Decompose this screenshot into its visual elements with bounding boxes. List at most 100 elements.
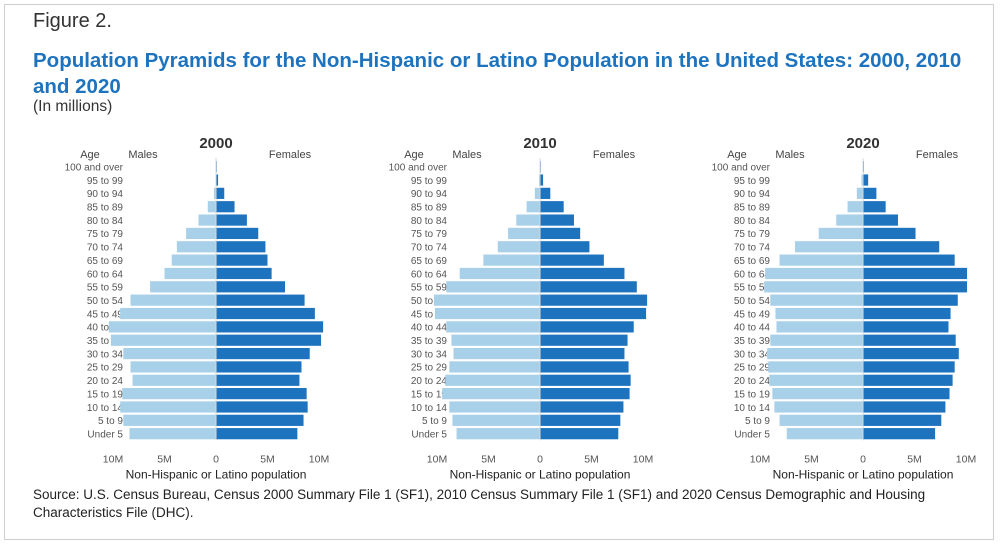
age-label: 15 to 19 xyxy=(87,389,124,400)
female-bar xyxy=(863,307,951,320)
male-bar xyxy=(779,414,863,426)
age-label: 45 to 49 xyxy=(87,309,124,320)
age-label: 70 to 74 xyxy=(87,243,124,254)
female-bar xyxy=(540,241,590,253)
female-bar xyxy=(540,401,624,413)
female-bar xyxy=(216,428,298,440)
age-label: 50 to 54 xyxy=(87,296,124,307)
females-label: Females xyxy=(593,149,636,161)
male-bar xyxy=(508,227,540,240)
male-bar xyxy=(769,374,863,386)
male-bar xyxy=(847,201,863,213)
female-bar xyxy=(540,361,629,373)
male-bar xyxy=(770,294,863,306)
age-label: 85 to 89 xyxy=(411,203,448,214)
age-label: 40 to 44 xyxy=(87,323,124,334)
female-bar xyxy=(863,227,916,240)
female-bar xyxy=(540,388,630,400)
female-bar xyxy=(216,227,259,240)
panel-title-2010: 2010 xyxy=(523,135,556,152)
figure-subtitle: (In millions) xyxy=(33,98,113,115)
male-bar xyxy=(772,388,863,400)
age-label: 30 to 34 xyxy=(87,349,124,360)
x-tick-label: 5M xyxy=(481,453,496,465)
age-label: 5 to 9 xyxy=(422,416,447,427)
male-bar xyxy=(186,227,216,240)
female-bar xyxy=(540,414,621,426)
age-label: 100 and over xyxy=(389,162,448,173)
female-bar xyxy=(863,347,959,360)
age-label: 30 to 34 xyxy=(411,349,448,360)
male-bar xyxy=(213,187,216,199)
age-label: 30 to 34 xyxy=(734,349,771,360)
female-bar xyxy=(216,174,219,186)
age-label: Under 5 xyxy=(734,429,770,440)
female-bar xyxy=(863,201,886,213)
age-label: 40 to 44 xyxy=(734,323,771,334)
male-bar xyxy=(176,241,216,253)
age-header: Age xyxy=(404,149,424,161)
male-bar xyxy=(108,321,216,333)
female-bar xyxy=(540,214,574,226)
female-bar xyxy=(216,374,300,386)
age-header: Age xyxy=(727,149,747,161)
age-label: 15 to 19 xyxy=(734,389,771,400)
male-bar xyxy=(516,214,540,226)
female-bar xyxy=(540,187,551,199)
female-bar xyxy=(863,241,940,253)
female-bar xyxy=(540,428,619,440)
male-bar xyxy=(129,428,216,440)
x-axis-label: Non-Hispanic or Latino population xyxy=(450,467,631,481)
age-label: 5 to 9 xyxy=(98,416,123,427)
female-bar xyxy=(863,281,968,293)
male-bar xyxy=(150,281,216,293)
female-bar xyxy=(216,214,247,226)
age-label: 60 to 64 xyxy=(411,269,448,280)
male-bar xyxy=(770,334,863,346)
female-bar xyxy=(540,321,634,333)
female-bar xyxy=(863,428,936,440)
female-bar xyxy=(216,361,302,373)
age-label: 65 to 69 xyxy=(87,256,124,267)
male-bar xyxy=(449,401,540,413)
x-tick-label: 10M xyxy=(427,453,447,465)
female-bar xyxy=(540,267,625,280)
x-tick-label: 5M xyxy=(804,453,819,465)
x-tick-label: 10M xyxy=(633,453,653,465)
female-bar xyxy=(863,267,968,280)
male-bar xyxy=(110,334,216,346)
male-bar xyxy=(818,227,863,240)
age-label: Under 5 xyxy=(411,429,447,440)
age-label: 90 to 94 xyxy=(87,189,124,200)
male-bar xyxy=(836,214,863,226)
female-bar xyxy=(216,334,322,346)
female-bar xyxy=(540,201,564,213)
female-bar xyxy=(216,401,308,413)
male-bar xyxy=(449,361,540,373)
x-tick-label: 5M xyxy=(584,453,599,465)
female-bar xyxy=(540,307,647,320)
male-bar xyxy=(442,388,540,400)
age-label: 80 to 84 xyxy=(734,216,771,227)
female-bar xyxy=(863,334,956,346)
female-bar xyxy=(863,374,953,386)
female-bar xyxy=(863,294,958,306)
males-label: Males xyxy=(128,149,158,161)
age-label: 75 to 79 xyxy=(411,229,448,240)
figure-title: Population Pyramids for the Non-Hispanic… xyxy=(33,49,962,98)
male-bar xyxy=(774,401,863,413)
age-label: 45 to 49 xyxy=(734,309,771,320)
male-bar xyxy=(445,374,540,386)
female-bar xyxy=(216,347,310,360)
female-bar xyxy=(863,187,877,199)
female-bar xyxy=(540,294,648,306)
age-label: 25 to 29 xyxy=(87,363,124,374)
male-bar xyxy=(534,187,540,199)
female-bar xyxy=(540,374,631,386)
age-label: 35 to 39 xyxy=(734,336,771,347)
age-label: 90 to 94 xyxy=(411,189,448,200)
male-bar xyxy=(538,174,540,186)
female-bar xyxy=(863,388,950,400)
age-label: 50 to 54 xyxy=(734,296,771,307)
